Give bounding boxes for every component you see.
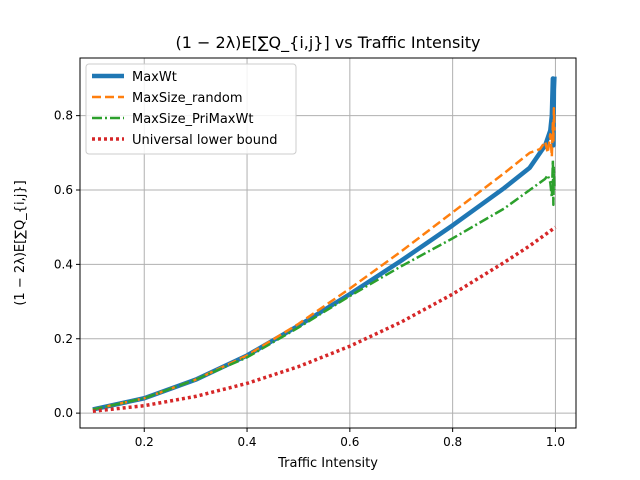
series-line-2	[92, 106, 556, 411]
x-axis-ticks: 0.2 0.4 0.6 0.8 1.0	[135, 428, 565, 449]
legend-label: MaxSize_PriMaxWt	[132, 112, 253, 127]
plot-area-frame	[79, 57, 577, 429]
x-tick-label: 0.6	[340, 435, 359, 449]
x-tick-label: 0.2	[135, 435, 154, 449]
legend-box	[85, 63, 297, 155]
y-axis-label: (1 − 2λ)E[∑Q_{i,j}]	[13, 180, 28, 305]
chart-title: (1 − 2λ)E[∑Q_{i,j}] vs Traffic Intensity	[176, 33, 481, 53]
y-axis-ticks: 0.0 0.2 0.4 0.6 0.8	[54, 109, 80, 420]
legend-label: Universal lower bound	[132, 133, 278, 148]
y-tick-label: 0.8	[54, 109, 73, 123]
series-line-4	[92, 225, 557, 414]
x-axis-label: Traffic Intensity	[277, 456, 378, 471]
series-line-3	[92, 159, 556, 411]
y-tick-label: 0.6	[54, 183, 73, 197]
y-tick-label: 0.2	[54, 332, 73, 346]
legend-label: MaxSize_random	[132, 91, 242, 106]
x-tick-label: 0.8	[443, 435, 462, 449]
x-tick-label: 1.0	[546, 435, 565, 449]
legend-label: MaxWt	[132, 70, 177, 85]
legend: MaxWt MaxSize_random MaxSize_PriMaxWt Unive…	[85, 63, 297, 155]
grid-lines	[80, 58, 576, 428]
series-lines	[92, 76, 557, 414]
x-tick-label: 0.4	[237, 435, 256, 449]
y-tick-label: 0.4	[54, 257, 73, 271]
y-tick-label: 0.0	[54, 406, 73, 420]
